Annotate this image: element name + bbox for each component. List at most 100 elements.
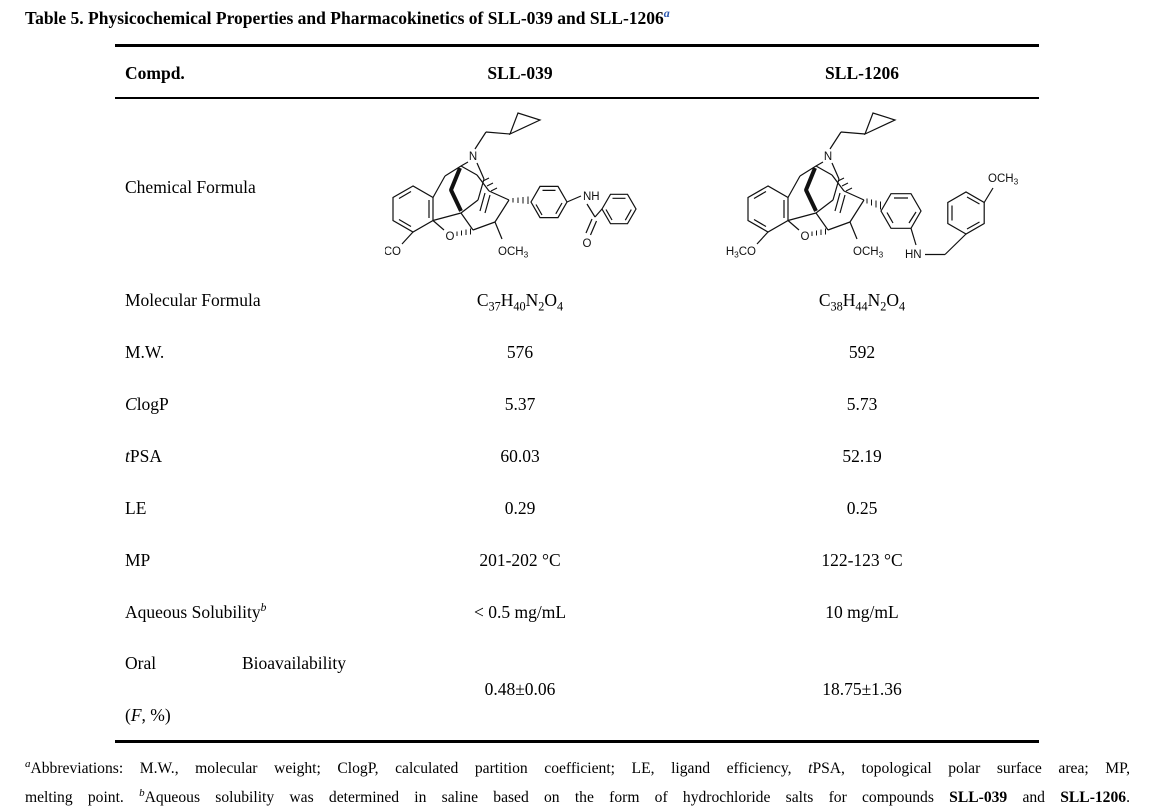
morphinan-core: N H3CO O OCH3 — [726, 112, 897, 260]
sll039-structure-drawing: N H3CO O OCH3 NH O — [385, 112, 637, 260]
aqueous-solubility-superscript: b — [260, 602, 267, 615]
cyclopropane-ring — [863, 112, 897, 136]
aryl-hash-wedge — [512, 196, 529, 204]
value-sll1206-solubility: 10 mg/mL — [825, 602, 899, 622]
aryl-methoxy-label: OCH3 — [988, 173, 1019, 187]
value-sll039-le: 0.29 — [504, 498, 536, 518]
table-footnote: aAbbreviations: M.W., molecular weight; … — [25, 752, 1130, 807]
ether-hash-bond — [456, 228, 471, 236]
anilide-phenyl-doubles — [535, 189, 563, 216]
ether-oxygen-label: O — [801, 231, 810, 243]
nitrogen-label: N — [824, 151, 832, 163]
table-top-rule — [115, 44, 1039, 47]
row-label-oral-bioavailability: Oral Bioavailability — [125, 653, 346, 674]
sll1206-structure-drawing: N H3CO O OCH3 HN OCH3 — [726, 112, 1019, 261]
bioavailability-word: Bioavailability — [241, 653, 346, 673]
ether-hash-bond — [811, 228, 826, 236]
methoxybenzyl-doubles — [951, 196, 980, 230]
methoxy-left-label: H3CO — [726, 246, 756, 260]
row-label-clogp: ClogP — [125, 394, 169, 415]
carbonyl-double-bond — [585, 218, 598, 236]
ethano-bridge-bold — [804, 167, 818, 212]
value-sll039-clogp: 5.37 — [504, 394, 536, 414]
stereo-hash-c14 — [837, 177, 853, 192]
amine-hn-label: HN — [905, 249, 922, 261]
cage-bonds — [787, 161, 865, 240]
carbonyl-oxygen-label: O — [583, 238, 592, 250]
benzyl-bonds — [925, 233, 967, 256]
value-sll039-bioavailability: 0.48±0.06 — [484, 679, 556, 699]
methoxybenzyl-ring — [947, 191, 985, 235]
cage-bonds — [432, 161, 510, 240]
value-sll039-mw: 576 — [506, 342, 534, 362]
footnote-line-1: aAbbreviations: M.W., molecular weight; … — [25, 758, 1130, 778]
rear-bridge — [479, 192, 491, 214]
value-sll1206-molecular-formula: C38H44N2O4 — [818, 290, 906, 314]
value-sll1206-tpsa: 52.19 — [842, 446, 882, 466]
nh-bond — [566, 195, 582, 203]
table-title: Table 5. Physicochemical Properties and … — [25, 6, 670, 29]
amide-nh-label: NH — [583, 191, 600, 203]
row-label-le: LE — [125, 498, 147, 518]
hn-bond — [910, 228, 917, 246]
ether-oxygen-label: O — [446, 231, 455, 243]
value-sll1206-mp: 122-123 °C — [821, 550, 903, 570]
rear-bridge — [834, 192, 846, 214]
tpsa-italic-t: t — [125, 446, 130, 466]
n-cpm-bonds — [474, 131, 511, 150]
aryl-methoxy-bond — [983, 187, 994, 203]
methoxy-bond — [401, 231, 414, 245]
value-sll039-molecular-formula: C37H40N2O4 — [476, 290, 564, 314]
benzene-ring — [392, 185, 434, 233]
row-label-molecular-formula: Molecular Formula — [125, 290, 261, 310]
row-label-aqueous-solubility: Aqueous Solubilityb — [125, 602, 266, 623]
footnote-line-2: melting point. bAqueous solubility was d… — [25, 787, 1130, 807]
row-label-chemical-formula: Chemical Formula — [125, 177, 256, 197]
oral-word: Oral — [125, 653, 157, 673]
header-sll039: SLL-039 — [487, 63, 553, 83]
benzene-ring — [747, 185, 789, 233]
table-bottom-rule — [115, 740, 1039, 743]
nitrogen-label: N — [469, 151, 477, 163]
furan-o-bond — [432, 220, 445, 231]
table-title-text: Table 5. Physicochemical Properties and … — [25, 7, 664, 28]
value-sll1206-bioavailability: 18.75±1.36 — [822, 679, 902, 699]
anilide-phenyl-ring — [530, 185, 568, 219]
row-label-mw: M.W. — [125, 342, 165, 362]
value-sll1206-clogp: 5.73 — [846, 394, 878, 414]
aqueous-solubility-text: Aqueous Solubility — [125, 602, 261, 622]
benzoyl-phenyl-doubles — [605, 197, 632, 221]
aryl-hash-wedge — [866, 198, 881, 210]
methoxy-left-label: H3CO — [385, 246, 401, 260]
methoxy-bottom-label: OCH3 — [498, 246, 529, 260]
value-sll039-tpsa: 60.03 — [500, 446, 540, 466]
aniline-phenyl-ring — [880, 193, 922, 229]
row-label-oral-f-percent: (F, %) — [125, 705, 171, 726]
amide-bonds — [586, 203, 603, 218]
benzene-double-bonds — [753, 190, 785, 228]
value-sll1206-mw: 592 — [848, 342, 876, 362]
clogp-rest: logP — [136, 394, 169, 414]
clogp-italic-c: C — [125, 394, 137, 414]
methoxy-bond — [756, 231, 769, 245]
value-sll039-solubility: < 0.5 mg/mL — [473, 602, 567, 622]
n-cpm-bonds — [829, 131, 866, 150]
header-sll1206: SLL-1206 — [825, 63, 899, 83]
row-label-tpsa: tPSA — [125, 446, 162, 467]
f-post: , %) — [141, 705, 171, 725]
row-label-mp: MP — [125, 550, 151, 570]
table-title-superscript: a — [663, 6, 670, 20]
f-italic: F — [130, 705, 142, 725]
table-header-rule — [115, 97, 1039, 99]
benzene-double-bonds — [398, 190, 430, 228]
stereo-hash-c14 — [482, 177, 498, 192]
aniline-phenyl-doubles — [886, 197, 917, 224]
benzoyl-phenyl-ring — [601, 193, 637, 225]
ethano-bridge-bold — [449, 167, 463, 212]
furan-o-bond — [787, 220, 800, 231]
tpsa-rest: PSA — [129, 446, 162, 466]
header-compound: Compd. — [125, 63, 185, 83]
value-sll039-mp: 201-202 °C — [479, 550, 561, 570]
f-pre: ( — [125, 705, 131, 725]
